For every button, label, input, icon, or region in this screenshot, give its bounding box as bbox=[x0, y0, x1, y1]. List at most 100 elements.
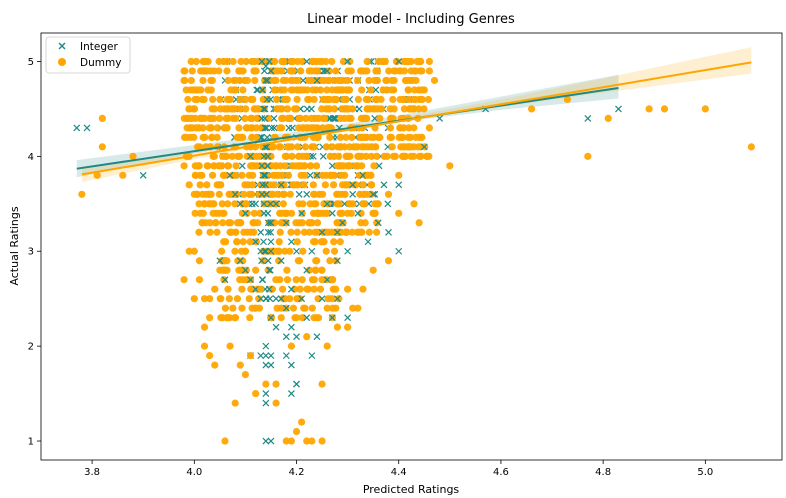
dummy-point-cluster bbox=[340, 95, 348, 104]
dummy-point-cluster bbox=[241, 181, 249, 189]
integer-point-cluster bbox=[262, 181, 269, 189]
integer-point bbox=[241, 266, 249, 274]
legend-label-dummy: Dummy bbox=[80, 57, 121, 69]
dummy-point bbox=[410, 200, 418, 208]
integer-point bbox=[277, 181, 285, 189]
dummy-point-cluster bbox=[286, 114, 295, 122]
dummy-point-cluster bbox=[373, 152, 381, 160]
dummy-point-cluster bbox=[312, 266, 320, 274]
dummy-point-cluster bbox=[273, 304, 281, 312]
legend-marker-integer bbox=[58, 42, 66, 50]
dummy-point-cluster bbox=[360, 114, 369, 122]
dummy-point-cluster bbox=[207, 133, 216, 141]
integer-point bbox=[395, 247, 403, 255]
integer-point bbox=[252, 238, 260, 246]
dummy-point bbox=[272, 380, 280, 388]
integer-point bbox=[323, 276, 331, 284]
y-axis-ticks: 1 2 3 4 5 bbox=[28, 57, 41, 448]
dummy-point bbox=[292, 427, 301, 436]
dummy-point-cluster bbox=[195, 228, 203, 236]
integer-point bbox=[262, 295, 270, 303]
dummy-point-cluster bbox=[248, 57, 256, 66]
dummy-point-cluster bbox=[342, 105, 350, 113]
integer-point bbox=[282, 352, 290, 360]
dummy-point-cluster bbox=[298, 276, 306, 284]
dummy-point-cluster bbox=[313, 219, 322, 227]
dummy-point-cluster bbox=[389, 95, 397, 104]
dummy-point bbox=[93, 171, 101, 179]
integer-point-cluster bbox=[266, 266, 274, 274]
dummy-point-cluster bbox=[239, 276, 247, 284]
x-tick-label: 4.6 bbox=[493, 467, 509, 478]
integer-point bbox=[303, 314, 311, 322]
dummy-point-cluster bbox=[328, 57, 336, 66]
integer-point bbox=[420, 143, 428, 151]
dummy-point-cluster bbox=[236, 76, 244, 85]
dummy-point-cluster bbox=[326, 133, 334, 141]
legend-label-integer: Integer bbox=[80, 41, 118, 53]
dummy-point-cluster bbox=[283, 276, 292, 284]
dummy-point-cluster bbox=[216, 181, 225, 189]
integer-point bbox=[303, 58, 311, 65]
dummy-point-cluster bbox=[225, 190, 233, 198]
dummy-point-cluster bbox=[318, 57, 326, 66]
regression-line-dummy bbox=[81, 61, 752, 176]
dummy-point-cluster bbox=[330, 238, 338, 246]
dummy-point-cluster bbox=[280, 57, 288, 66]
integer-point-cluster bbox=[295, 190, 303, 198]
dummy-point-cluster bbox=[222, 114, 230, 122]
dummy-point-cluster bbox=[259, 257, 267, 265]
dummy-point-cluster bbox=[370, 76, 379, 85]
dummy-point bbox=[323, 342, 331, 350]
dummy-point-cluster bbox=[295, 114, 303, 122]
dummy-point-cluster bbox=[213, 133, 221, 141]
dummy-point-cluster bbox=[348, 133, 356, 141]
dummy-point-cluster bbox=[276, 228, 284, 236]
dummy-point-cluster bbox=[278, 124, 286, 132]
dummy-point-cluster bbox=[357, 67, 366, 75]
dummy-point-cluster bbox=[345, 162, 353, 170]
dummy-point-cluster bbox=[332, 67, 340, 75]
integer-point bbox=[369, 190, 377, 198]
dummy-point-cluster bbox=[304, 95, 312, 104]
dummy-point bbox=[262, 380, 270, 388]
integer-point-cluster bbox=[349, 190, 357, 198]
dummy-point bbox=[415, 133, 423, 141]
integer-point bbox=[226, 171, 234, 179]
dummy-point-cluster bbox=[324, 295, 332, 303]
dummy-point-cluster bbox=[284, 105, 292, 113]
dummy-point-cluster bbox=[325, 67, 333, 75]
dummy-point-cluster bbox=[348, 105, 357, 113]
integer-point bbox=[277, 257, 285, 265]
integer-point bbox=[262, 399, 270, 407]
dummy-point bbox=[303, 333, 311, 341]
dummy-point-cluster bbox=[317, 238, 325, 246]
integer-point-cluster bbox=[260, 238, 267, 246]
dummy-point-cluster bbox=[286, 190, 294, 198]
dummy-point-cluster bbox=[404, 86, 412, 94]
dummy-point-cluster bbox=[296, 285, 304, 293]
dummy-point-cluster bbox=[367, 133, 375, 141]
dummy-point-cluster bbox=[365, 76, 373, 85]
dummy-point-cluster bbox=[230, 76, 238, 85]
integer-point-cluster bbox=[306, 171, 314, 179]
integer-point bbox=[339, 219, 346, 227]
dummy-point-cluster bbox=[216, 95, 224, 104]
dummy-point bbox=[364, 171, 372, 179]
dummy-point-cluster bbox=[279, 295, 287, 303]
dummy-point-cluster bbox=[327, 171, 335, 179]
dummy-point bbox=[287, 342, 296, 350]
dummy-point-cluster bbox=[195, 162, 203, 170]
dummy-point-cluster bbox=[400, 152, 408, 160]
dummy-point bbox=[226, 342, 234, 350]
dummy-point bbox=[180, 67, 188, 75]
integer-point bbox=[262, 352, 270, 360]
dummy-point-cluster bbox=[305, 67, 313, 75]
dummy-point-cluster bbox=[344, 76, 352, 85]
dummy-point-cluster bbox=[322, 143, 331, 151]
dummy-point-cluster bbox=[390, 67, 398, 75]
dummy-point-cluster bbox=[202, 190, 210, 198]
dummy-point-cluster bbox=[276, 209, 284, 217]
dummy-point bbox=[206, 352, 214, 360]
y-tick-label: 1 bbox=[28, 437, 34, 448]
